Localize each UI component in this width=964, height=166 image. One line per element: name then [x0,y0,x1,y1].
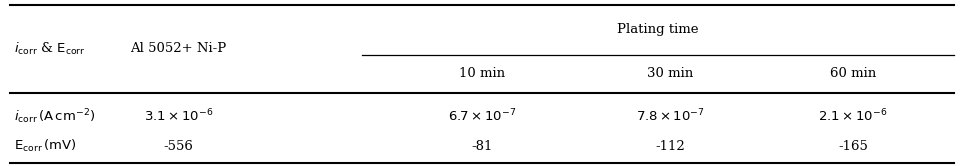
Text: $i_{\rm corr}$ & $\rm E_{\rm corr}$: $i_{\rm corr}$ & $\rm E_{\rm corr}$ [14,41,86,57]
Text: -556: -556 [164,140,193,153]
Text: $6.7\times10^{-7}$: $6.7\times10^{-7}$ [448,108,516,124]
Text: Plating time: Plating time [617,23,699,36]
Text: 60 min: 60 min [830,67,876,80]
Text: 30 min: 30 min [647,67,693,80]
Text: $7.8\times10^{-7}$: $7.8\times10^{-7}$ [635,108,705,124]
Text: $i_{\rm corr}$$\rm\,(A\,cm^{-2})$: $i_{\rm corr}$$\rm\,(A\,cm^{-2})$ [14,107,95,125]
Text: $\rm E_{\rm corr}$$\rm\,(mV)$: $\rm E_{\rm corr}$$\rm\,(mV)$ [14,138,77,154]
Text: 10 min: 10 min [459,67,505,80]
Text: $2.1\times10^{-6}$: $2.1\times10^{-6}$ [818,108,888,124]
Text: -112: -112 [656,140,684,153]
Text: -81: -81 [471,140,493,153]
Text: Al 5052+ Ni-P: Al 5052+ Ni-P [130,42,227,55]
Text: $3.1\times10^{-6}$: $3.1\times10^{-6}$ [144,108,213,124]
Text: -165: -165 [839,140,868,153]
